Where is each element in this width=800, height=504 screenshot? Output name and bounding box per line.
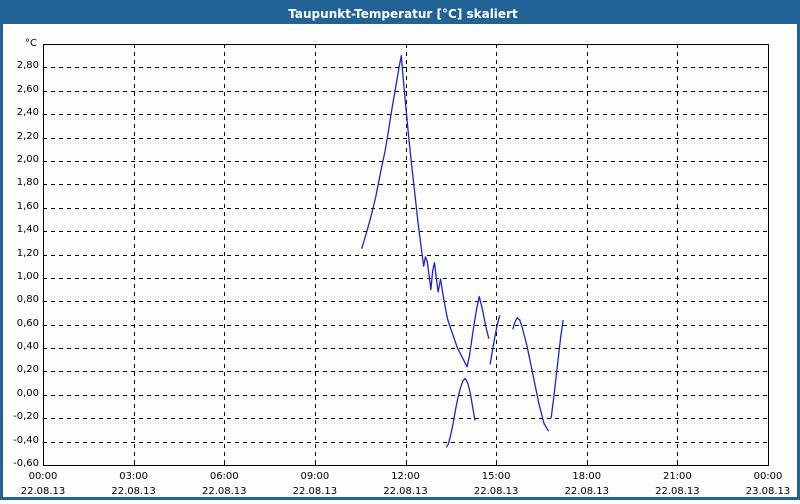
y-axis-tick-label: 2,40 xyxy=(16,107,39,119)
x-axis-tick-time: 21:00 xyxy=(662,471,692,482)
y-axis-tick-label: -0,40 xyxy=(13,434,39,446)
y-axis-tick-label: 2,00 xyxy=(16,153,39,165)
data-series xyxy=(361,55,564,448)
x-axis-tick-date: 22.08.13 xyxy=(111,486,156,497)
y-axis-tick-label: 0,20 xyxy=(16,364,39,376)
title-bar: Taupunkt-Temperatur [°C] skaliert xyxy=(3,3,800,24)
x-axis-tick-time: 09:00 xyxy=(300,471,330,482)
x-axis-tick-date: 22.08.13 xyxy=(383,486,428,497)
data-line-segment-3 xyxy=(512,317,550,432)
x-axis-tick-date: 22.08.13 xyxy=(564,486,610,497)
x-axis-tick-time: 00:00 xyxy=(28,471,58,482)
x-axis-tick-time: 06:00 xyxy=(209,471,239,482)
data-line-segment-0 xyxy=(361,55,490,368)
y-axis-tick-label: 2,80 xyxy=(16,60,39,72)
data-line-segment-1 xyxy=(445,377,476,448)
x-axis-tick-date: 23.08.13 xyxy=(745,486,791,497)
y-axis-tick-label: 1,20 xyxy=(16,247,39,259)
y-axis-tick-label: 0,00 xyxy=(16,387,39,399)
x-axis-tick-time: 12:00 xyxy=(391,471,420,482)
x-axis-tick-date: 22.08.13 xyxy=(292,486,338,497)
x-axis-tick-date: 22.08.13 xyxy=(201,486,247,497)
y-axis-unit-label: °C xyxy=(25,38,37,49)
x-axis-tick-time: 15:00 xyxy=(481,471,511,482)
x-axis-tick-date: 22.08.13 xyxy=(655,486,700,497)
x-axis-tick-date: 22.08.13 xyxy=(473,486,519,497)
y-axis-tick-label: 1,00 xyxy=(16,270,39,282)
x-axis-tick-time: 00:00 xyxy=(753,471,783,482)
y-axis-tick-label: 1,80 xyxy=(16,177,39,189)
tick-marks xyxy=(43,67,769,466)
y-axis-tick-label: 0,80 xyxy=(16,294,39,306)
plot-area: °C 2,80 2,60 2,40 2,20 2,00 1,80 1,60 1,40 1,20 1,… xyxy=(3,24,797,500)
x-axis-tick-time: 03:00 xyxy=(119,471,149,482)
page-title: Taupunkt-Temperatur [°C] skaliert xyxy=(288,6,518,21)
x-axis-tick-date: 22.08.13 xyxy=(20,486,66,497)
data-line-segment-2 xyxy=(489,315,501,365)
y-axis-tick-label: 0,40 xyxy=(16,341,39,353)
y-axis-tick-label: -0,20 xyxy=(13,411,39,423)
gridlines xyxy=(43,44,768,465)
x-axis-tick-time: 18:00 xyxy=(572,471,602,482)
y-axis-tick-label: 1,60 xyxy=(16,200,39,212)
chart-svg xyxy=(43,44,769,466)
data-line-segment-4 xyxy=(550,319,564,419)
y-axis-tick-label: -0,60 xyxy=(13,458,39,469)
y-axis-tick-label: 0,60 xyxy=(16,317,39,329)
y-axis-tick-label: 2,20 xyxy=(16,130,39,142)
y-axis-tick-label: 2,60 xyxy=(16,83,39,95)
y-axis-tick-label: 1,40 xyxy=(16,224,39,236)
